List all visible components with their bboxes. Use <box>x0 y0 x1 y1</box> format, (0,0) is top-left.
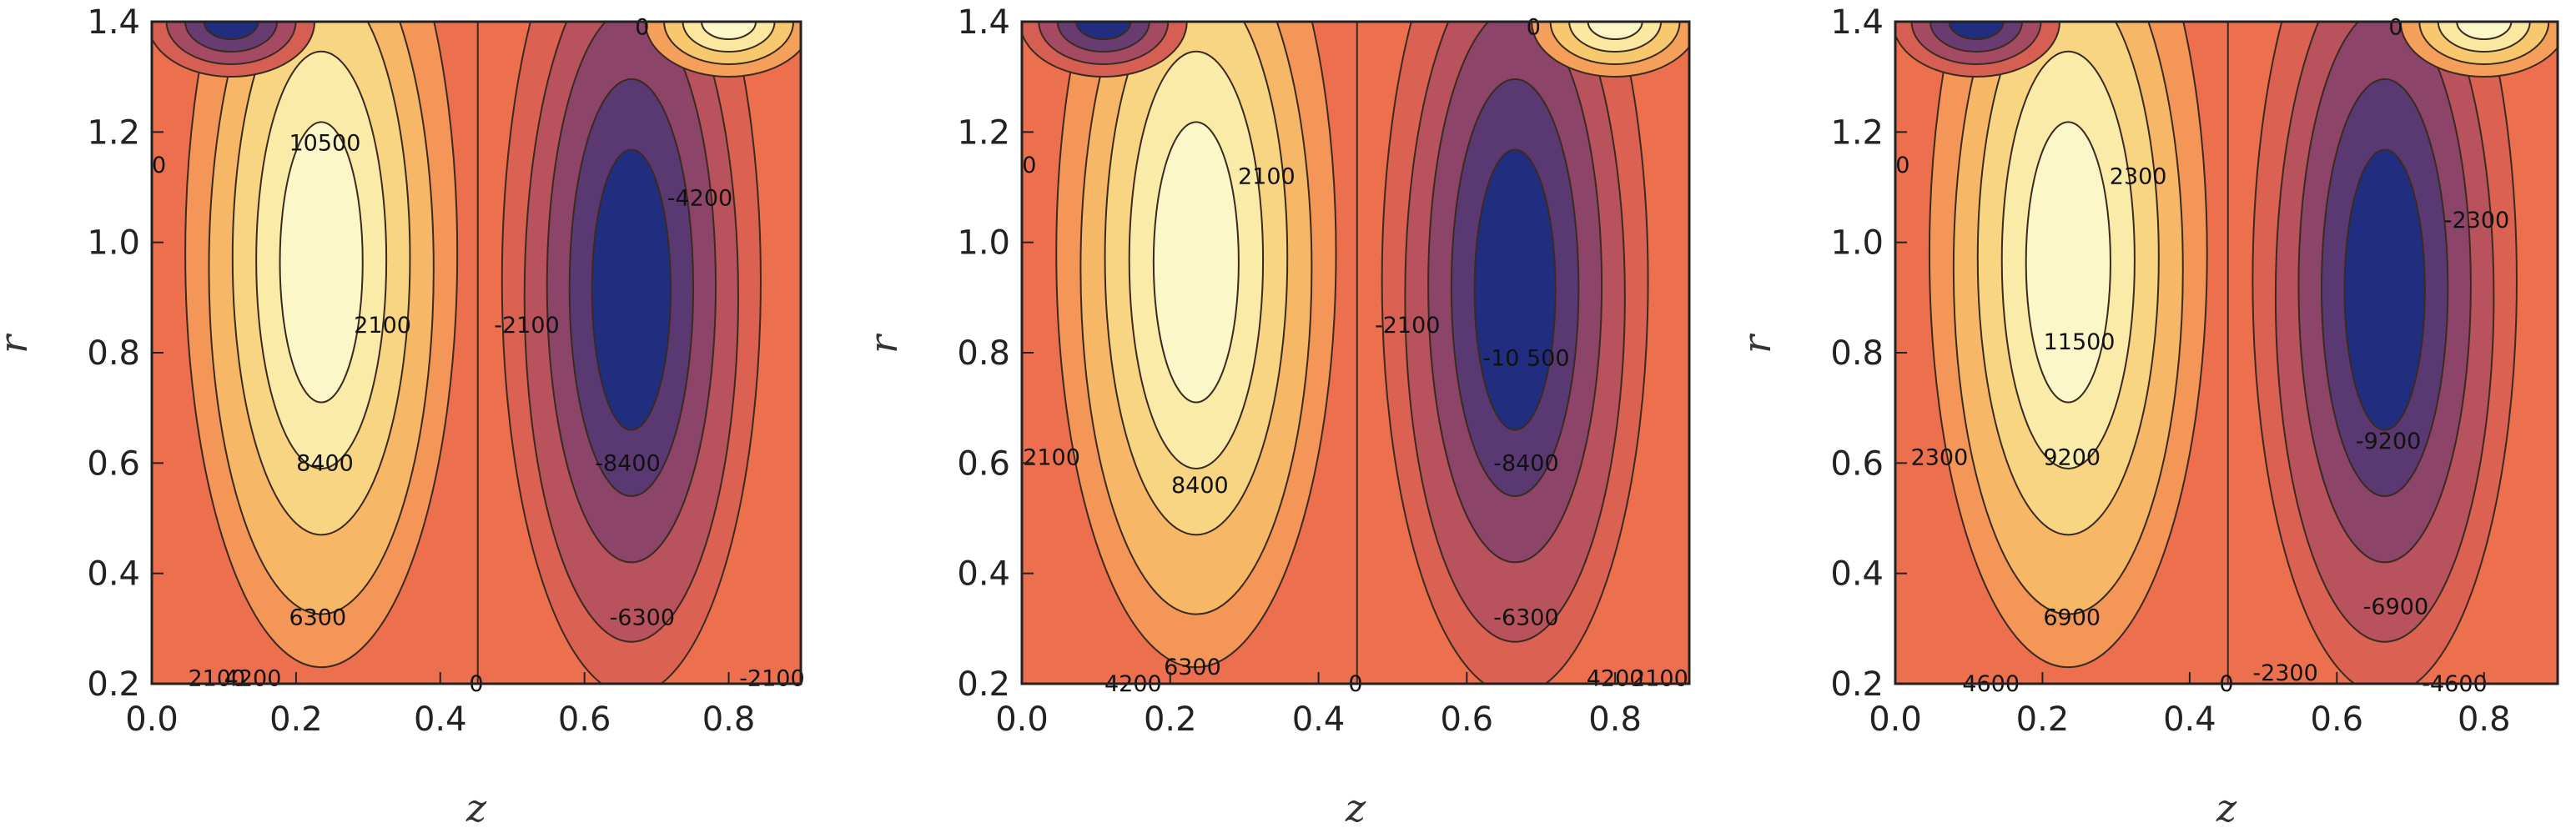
y-tick-label: 0.8 <box>1830 334 1884 373</box>
y-tick-label: 0.4 <box>87 555 140 594</box>
contour-label: -8400 <box>595 450 660 476</box>
y-tick-label: 0.6 <box>1830 444 1884 483</box>
y-axis-label: r <box>0 333 36 354</box>
corner-vortex-contour <box>1587 22 1643 40</box>
contour-label: -9200 <box>2356 429 2421 454</box>
negative-contour-5 <box>591 148 672 431</box>
y-tick-label: 1.4 <box>957 3 1010 42</box>
contour-label: 8400 <box>1171 473 1229 499</box>
contour-label: -10 500 <box>1482 346 1569 372</box>
y-tick-label: 0.6 <box>87 444 140 483</box>
x-axis-label: z <box>2216 785 2237 830</box>
contour-label: -6300 <box>1493 605 1558 631</box>
y-tick-label: 0.2 <box>957 665 1010 704</box>
contour-field <box>1022 22 1689 684</box>
y-tick-label: 0.4 <box>1830 555 1884 594</box>
contour-label: -6900 <box>2363 594 2428 620</box>
y-tick-label: 0.8 <box>957 334 1010 373</box>
x-tick-label: 0.6 <box>2311 700 2364 739</box>
y-tick-label: 1.2 <box>87 113 140 152</box>
x-tick-label: 0.2 <box>1144 700 1197 739</box>
contour-label: 9200 <box>2043 445 2101 471</box>
contour-label: 0 <box>1022 153 1036 178</box>
positive-contour-5 <box>279 121 364 404</box>
corner-vortex-contour <box>1075 22 1132 40</box>
contour-label: 10500 <box>289 131 361 157</box>
contour-label: 2300 <box>1911 445 1969 471</box>
negative-contour-5 <box>2343 148 2426 431</box>
contour-label: 2100 <box>1238 163 1296 189</box>
contour-label: 0 <box>152 153 166 178</box>
y-axis-label: r <box>861 333 906 354</box>
y-tick-label: 1.0 <box>957 224 1010 263</box>
y-tick-label: 1.2 <box>957 113 1010 152</box>
y-tick-label: 0.2 <box>87 665 140 704</box>
y-tick-label: 0.2 <box>1830 665 1884 704</box>
contour-label: 2300 <box>2110 163 2167 189</box>
x-tick-label: 0.0 <box>1869 700 1922 739</box>
positive-contour-5 <box>2025 121 2111 404</box>
contour-label: -2300 <box>2252 660 2317 686</box>
contour-label: 6900 <box>2043 605 2101 631</box>
y-tick-label: 0.6 <box>957 444 1010 483</box>
x-tick-label: 0.6 <box>1441 700 1494 739</box>
panel-1: 10500210084006300210042000-2100-4200-840… <box>0 3 805 830</box>
x-tick-label: 0.4 <box>1292 700 1346 739</box>
contour-label: 6300 <box>1164 655 1221 680</box>
contour-label: -2100 <box>739 665 804 691</box>
y-tick-label: 1.0 <box>1830 224 1884 263</box>
x-tick-label: 0.6 <box>558 700 611 739</box>
x-tick-label: 0.4 <box>414 700 467 739</box>
contour-label: 2100 <box>1631 665 1688 691</box>
contour-label: 0 <box>635 15 649 41</box>
x-tick-label: 0.8 <box>1588 700 1642 739</box>
contour-label: 8400 <box>296 450 354 476</box>
contour-label: -2100 <box>494 313 559 339</box>
contour-label: 4200 <box>224 665 282 691</box>
contour-label: -8400 <box>1493 450 1558 476</box>
x-axis-label: z <box>465 785 487 830</box>
x-tick-label: 0.2 <box>2016 700 2070 739</box>
x-tick-label: 0.0 <box>995 700 1049 739</box>
contour-field <box>1895 22 2558 684</box>
x-tick-label: 0.2 <box>269 700 323 739</box>
y-tick-label: 0.8 <box>87 334 140 373</box>
y-tick-label: 1.4 <box>87 3 140 42</box>
x-tick-label: 0.8 <box>2458 700 2511 739</box>
contour-label: 6300 <box>289 605 346 631</box>
positive-contour-5 <box>1152 121 1240 404</box>
x-tick-label: 0.8 <box>702 700 756 739</box>
negative-contour-5 <box>1473 148 1557 431</box>
contour-label: -2100 <box>1375 313 1440 339</box>
contour-label: 2100 <box>354 313 411 339</box>
corner-vortex-contour <box>203 22 259 40</box>
contour-label: -4200 <box>667 186 732 212</box>
contour-label: 2100 <box>1023 445 1080 471</box>
contour-label: -2300 <box>2444 208 2509 233</box>
y-tick-label: 1.4 <box>1830 3 1884 42</box>
contour-label: 0 <box>1895 153 1909 178</box>
x-axis-label: z <box>1345 785 1366 830</box>
contour-label: 2100 <box>188 665 245 691</box>
y-tick-label: 1.2 <box>1830 113 1884 152</box>
x-tick-label: 0.0 <box>125 700 179 739</box>
y-tick-label: 0.4 <box>957 555 1010 594</box>
corner-vortex-contour <box>2456 22 2513 40</box>
y-tick-label: 1.0 <box>87 224 140 263</box>
contour-label: 0 <box>2388 15 2402 41</box>
contour-label: 11500 <box>2044 329 2116 355</box>
contour-label: -6300 <box>610 605 675 631</box>
y-axis-label: r <box>1734 333 1779 354</box>
corner-vortex-contour <box>701 22 757 40</box>
contour-label: 0 <box>1527 15 1541 41</box>
corner-vortex-contour <box>1948 22 2005 40</box>
contour-field <box>152 22 801 684</box>
x-tick-label: 0.4 <box>2163 700 2216 739</box>
